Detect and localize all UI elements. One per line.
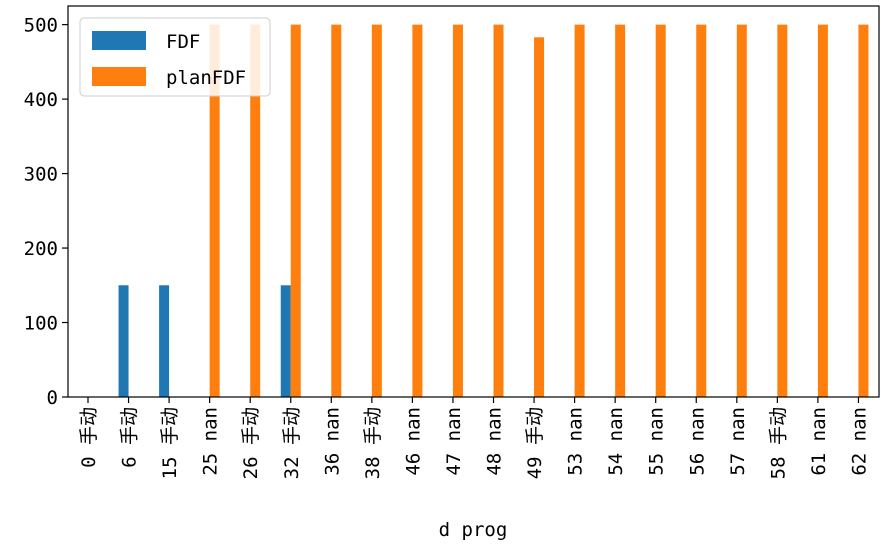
x-tick-label: 53 nan: [565, 407, 587, 476]
x-tick-label: 38 手动: [362, 407, 384, 479]
x-tick-label: 32 手动: [281, 407, 303, 479]
legend-swatch-planfdf: [92, 67, 146, 86]
bar-planfdf-12: [574, 24, 585, 397]
x-tick-label: 15 手动: [159, 407, 181, 479]
x-axis-title: d prog: [439, 519, 508, 541]
legend-label-planfdf: planFDF: [166, 67, 246, 89]
x-tick-label: 54 nan: [605, 407, 627, 476]
bar-planfdf-11: [534, 37, 545, 397]
plot-frame: [67, 5, 880, 398]
bars-layer: [118, 24, 869, 397]
bar-planfdf-17: [777, 24, 788, 397]
bar-planfdf-5: [290, 24, 301, 397]
x-tick-label: 6 手动: [119, 407, 141, 468]
bar-planfdf-19: [858, 24, 869, 397]
legend-label-fdf: FDF: [166, 31, 200, 53]
bar-planfdf-13: [615, 24, 626, 397]
x-tick-label: 46 nan: [402, 407, 424, 476]
x-tick-label: 62 nan: [848, 407, 870, 476]
bar-planfdf-16: [736, 24, 747, 397]
x-tick-label: 47 nan: [443, 407, 465, 476]
bar-planfdf-10: [493, 24, 504, 397]
bar-planfdf-7: [371, 24, 382, 397]
y-tick-label: 100: [24, 313, 58, 335]
legend: FDF planFDF: [79, 17, 271, 97]
y-tick-label: 400: [24, 89, 58, 111]
y-axis: 0 100 200 300 400 500: [24, 15, 68, 409]
bar-planfdf-15: [696, 24, 707, 397]
y-tick-label: 0: [47, 387, 58, 409]
x-tick-label: 56 nan: [686, 407, 708, 476]
x-tick-label: 0 手动: [78, 407, 100, 468]
x-axis: 0 手动 6 手动 15 手动 25 nan 26 手动 32 手动 36 nan 38 手动…: [78, 397, 870, 479]
x-tick-label: 58 手动: [767, 407, 789, 479]
legend-swatch-fdf: [92, 31, 146, 50]
x-tick-label: 57 nan: [727, 407, 749, 476]
bar-planfdf-8: [412, 24, 423, 397]
x-tick-label: 55 nan: [646, 407, 668, 476]
y-tick-label: 200: [24, 238, 58, 260]
bar-fdf-1: [118, 285, 129, 397]
x-tick-label: 49 手动: [524, 407, 546, 479]
bar-planfdf-3: [209, 24, 220, 397]
bar-planfdf-18: [817, 24, 828, 397]
bar-fdf-2: [159, 285, 170, 397]
bar-planfdf-14: [655, 24, 666, 397]
x-tick-label: 61 nan: [808, 407, 830, 476]
bar-fdf-5: [280, 285, 291, 397]
bar-planfdf-4: [250, 24, 261, 397]
x-tick-label: 26 手动: [240, 407, 262, 479]
y-tick-label: 500: [24, 15, 58, 37]
x-tick-label: 48 nan: [484, 407, 506, 476]
bar-planfdf-9: [452, 24, 463, 397]
y-tick-label: 300: [24, 164, 58, 186]
bar-planfdf-6: [331, 24, 342, 397]
x-tick-label: 25 nan: [200, 407, 222, 476]
x-tick-label: 36 nan: [321, 407, 343, 476]
